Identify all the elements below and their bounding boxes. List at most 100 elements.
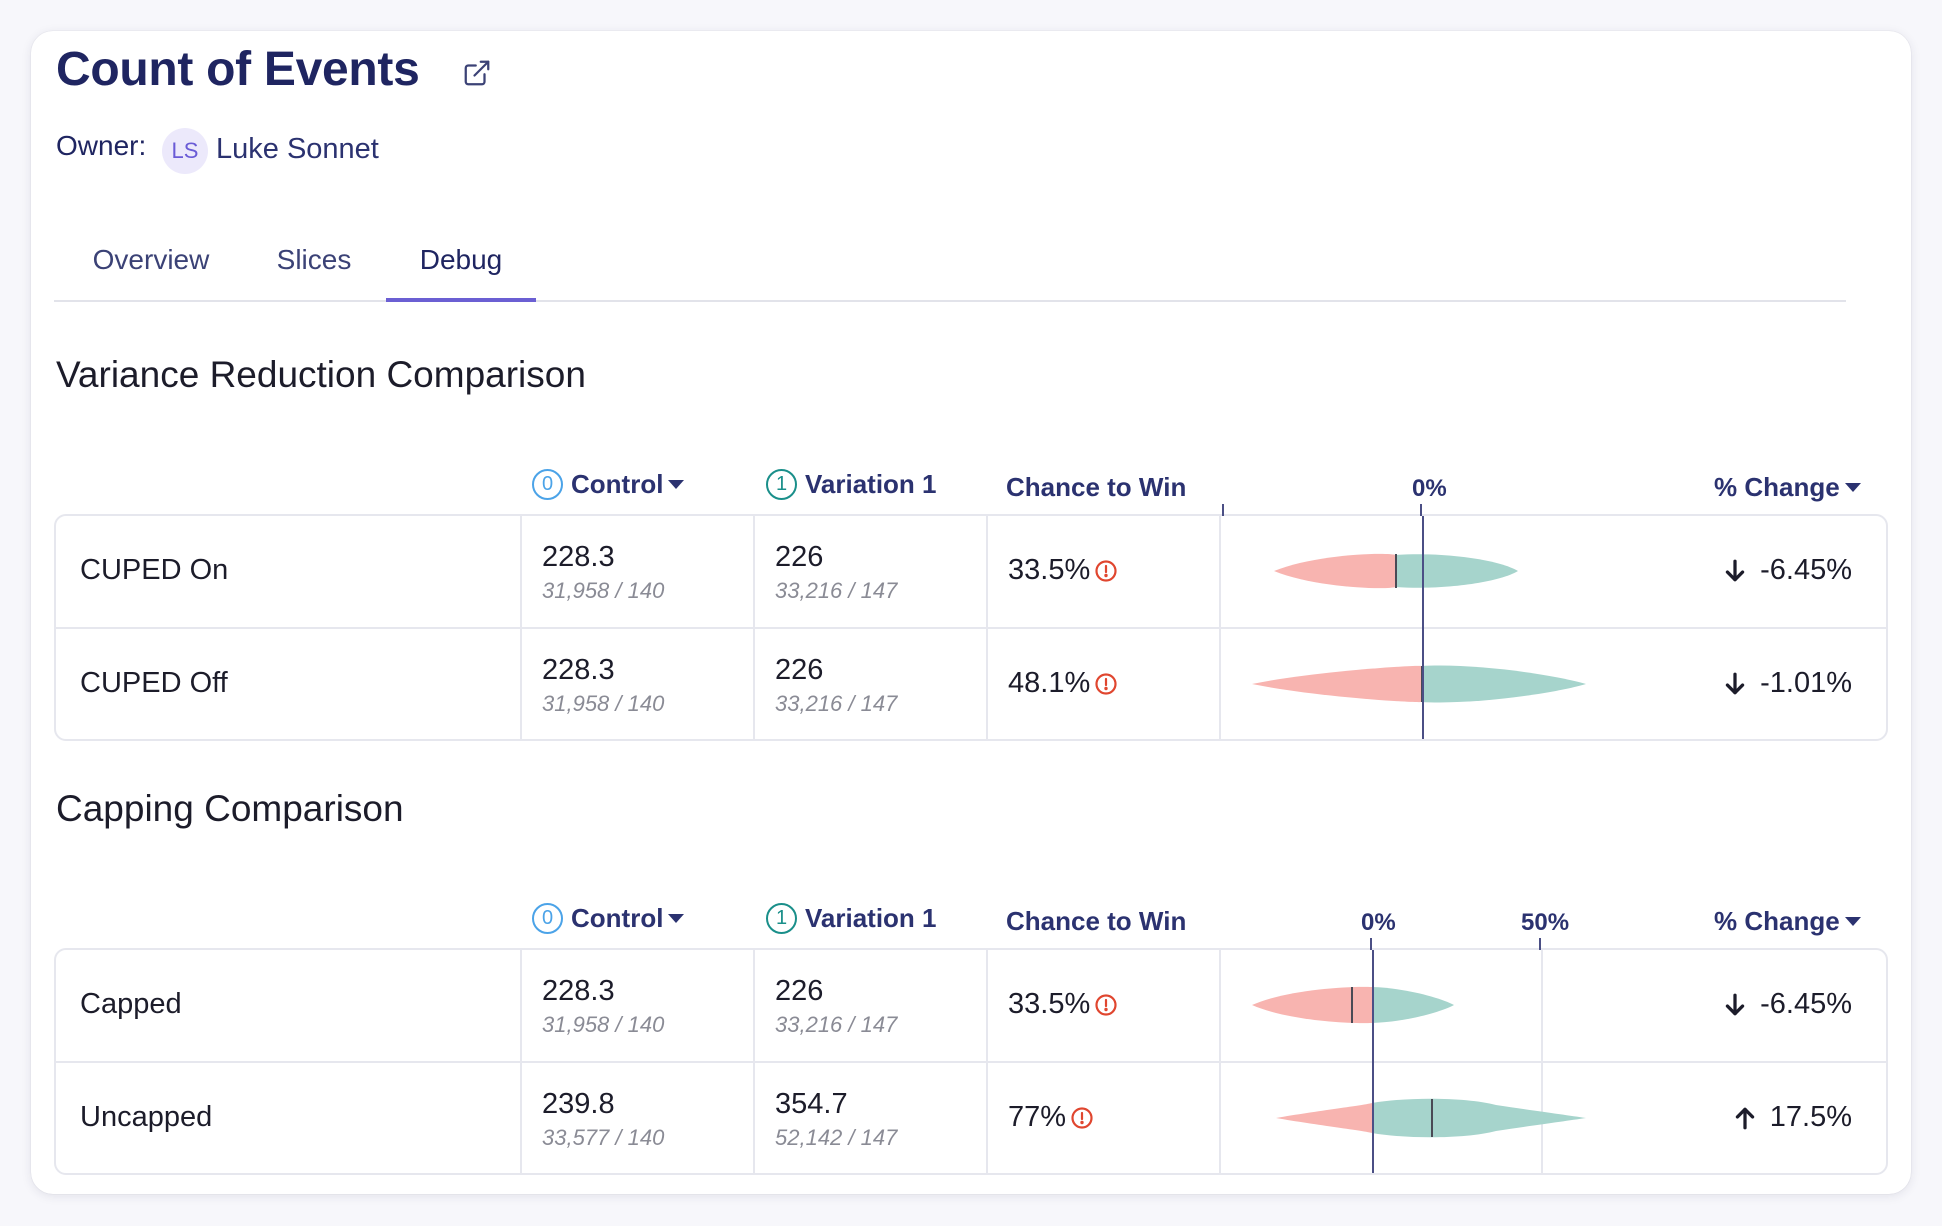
external-link-icon[interactable] xyxy=(462,58,492,88)
page-title: Count of Events xyxy=(56,43,420,96)
variation-value: 226 xyxy=(775,654,824,686)
section-title-variance: Variance Reduction Comparison xyxy=(56,354,586,395)
control-counts: 33,577 / 140 xyxy=(542,1125,665,1150)
caret-down-icon xyxy=(668,914,685,923)
caret-down-icon xyxy=(668,480,685,489)
axis-tick xyxy=(1420,504,1422,516)
control-badge: 0 xyxy=(532,903,563,934)
variation-counts: 33,216 / 147 xyxy=(775,691,898,716)
warning-icon[interactable] xyxy=(1070,1106,1094,1130)
arrow-down-icon xyxy=(1725,993,1745,1015)
capping-table: Capped 228.3 31,958 / 140 226 33,216 / 1… xyxy=(54,948,1888,1175)
arrow-down-icon xyxy=(1725,559,1745,581)
pct-change-value: -6.45% xyxy=(1760,988,1852,1020)
owner-name[interactable]: Luke Sonnet xyxy=(216,133,379,165)
control-counts: 31,958 / 140 xyxy=(542,578,665,603)
violin-positive xyxy=(1421,665,1586,703)
violin-negative xyxy=(1252,665,1421,703)
warning-icon[interactable] xyxy=(1094,559,1118,583)
owner-label: Owner: xyxy=(56,130,147,161)
axis-tick xyxy=(1539,938,1541,950)
column-header-variation-label: Variation 1 xyxy=(805,469,937,499)
violin-positive xyxy=(1372,987,1454,1023)
column-header-pct-change-label: % Change xyxy=(1714,472,1840,502)
warning-icon[interactable] xyxy=(1094,672,1118,696)
table-row[interactable]: CUPED Off 228.3 31,958 / 140 226 33,216 … xyxy=(56,627,1886,738)
pct-change: -1.01% xyxy=(1722,667,1852,700)
variation-badge: 1 xyxy=(766,469,797,500)
tab-bar: Overview Slices Debug xyxy=(54,232,1846,302)
table-row[interactable]: Capped 228.3 31,958 / 140 226 33,216 / 1… xyxy=(56,950,1886,1061)
column-header-control-label: Control xyxy=(571,903,664,933)
control-counts: 31,958 / 140 xyxy=(542,1012,665,1037)
caret-down-icon xyxy=(1844,483,1861,492)
arrow-up-icon xyxy=(1735,1107,1754,1129)
variation-counts: 33,216 / 147 xyxy=(775,1012,898,1037)
pct-change-value: 17.5% xyxy=(1769,1101,1852,1133)
variation-value: 354.7 xyxy=(775,1088,848,1120)
zero-axis-line xyxy=(1422,516,1424,739)
variation-badge: 1 xyxy=(766,903,797,934)
column-header-pct-change-label: % Change xyxy=(1714,906,1840,936)
avatar: LS xyxy=(162,128,208,174)
tab-overview[interactable]: Overview xyxy=(92,244,210,275)
control-counts: 31,958 / 140 xyxy=(542,691,665,716)
variation-counts: 52,142 / 147 xyxy=(775,1125,898,1150)
pct-change: -6.45% xyxy=(1722,988,1852,1021)
violin-positive xyxy=(1396,554,1518,588)
control-value: 228.3 xyxy=(542,541,615,573)
pct-change-value: -1.01% xyxy=(1760,667,1852,699)
pct-change-value: -6.45% xyxy=(1760,554,1852,586)
variation-value: 226 xyxy=(775,541,824,573)
column-header-chance: Chance to Win xyxy=(1006,472,1187,502)
column-header-control-label: Control xyxy=(571,469,664,499)
chance-value: 77% xyxy=(1008,1101,1067,1133)
section-title-capping: Capping Comparison xyxy=(56,788,404,829)
axis-tick-label: 0% xyxy=(1412,475,1447,502)
violin-negative xyxy=(1276,1103,1372,1133)
column-header-variation-label: Variation 1 xyxy=(805,903,937,933)
violin-negative xyxy=(1252,986,1372,1024)
column-header-control[interactable]: 0 Control xyxy=(532,903,685,934)
row-label: Uncapped xyxy=(80,1101,213,1133)
violin-plot xyxy=(1276,1098,1586,1138)
column-header-pct-change[interactable]: % Change xyxy=(1714,906,1861,937)
column-header-variation: 1 Variation 1 xyxy=(766,903,937,934)
chance-to-win: 48.1% xyxy=(1008,667,1118,700)
violin-plot xyxy=(1252,665,1586,703)
tab-slices[interactable]: Slices xyxy=(276,244,352,275)
chance-value: 33.5% xyxy=(1008,554,1091,586)
table-row[interactable]: Uncapped 239.8 33,577 / 140 354.7 52,142… xyxy=(56,1061,1886,1172)
pct-change: -6.45% xyxy=(1722,554,1852,587)
metric-card xyxy=(31,31,1911,1194)
control-value: 228.3 xyxy=(542,975,615,1007)
variation-counts: 33,216 / 147 xyxy=(775,578,898,603)
column-header-pct-change[interactable]: % Change xyxy=(1714,472,1861,503)
variance-table: CUPED On 228.3 31,958 / 140 226 33,216 /… xyxy=(54,514,1888,741)
row-label: Capped xyxy=(80,988,182,1020)
axis-tick xyxy=(1370,938,1372,950)
axis-tick-label: 0% xyxy=(1361,909,1396,936)
chance-to-win: 77% xyxy=(1008,1101,1094,1134)
violin-positive xyxy=(1372,1098,1586,1138)
chance-to-win: 33.5% xyxy=(1008,988,1118,1021)
column-header-control[interactable]: 0 Control xyxy=(532,469,685,500)
row-label: CUPED Off xyxy=(80,667,228,699)
chance-value: 33.5% xyxy=(1008,988,1091,1020)
violin-plot xyxy=(1252,986,1454,1024)
tab-debug[interactable]: Debug xyxy=(386,244,536,302)
variation-value: 226 xyxy=(775,975,824,1007)
zero-axis-line xyxy=(1372,950,1374,1173)
column-header-chance: Chance to Win xyxy=(1006,906,1187,936)
caret-down-icon xyxy=(1844,917,1861,926)
control-value: 239.8 xyxy=(542,1088,615,1120)
axis-tick-label: 50% xyxy=(1521,909,1570,936)
table-row[interactable]: CUPED On 228.3 31,958 / 140 226 33,216 /… xyxy=(56,516,1886,627)
pct-change: 17.5% xyxy=(1732,1101,1852,1134)
violin-negative xyxy=(1274,553,1396,589)
chance-value: 48.1% xyxy=(1008,667,1091,699)
chance-to-win: 33.5% xyxy=(1008,554,1118,587)
control-value: 228.3 xyxy=(542,654,615,686)
warning-icon[interactable] xyxy=(1094,993,1118,1017)
row-label: CUPED On xyxy=(80,554,229,586)
